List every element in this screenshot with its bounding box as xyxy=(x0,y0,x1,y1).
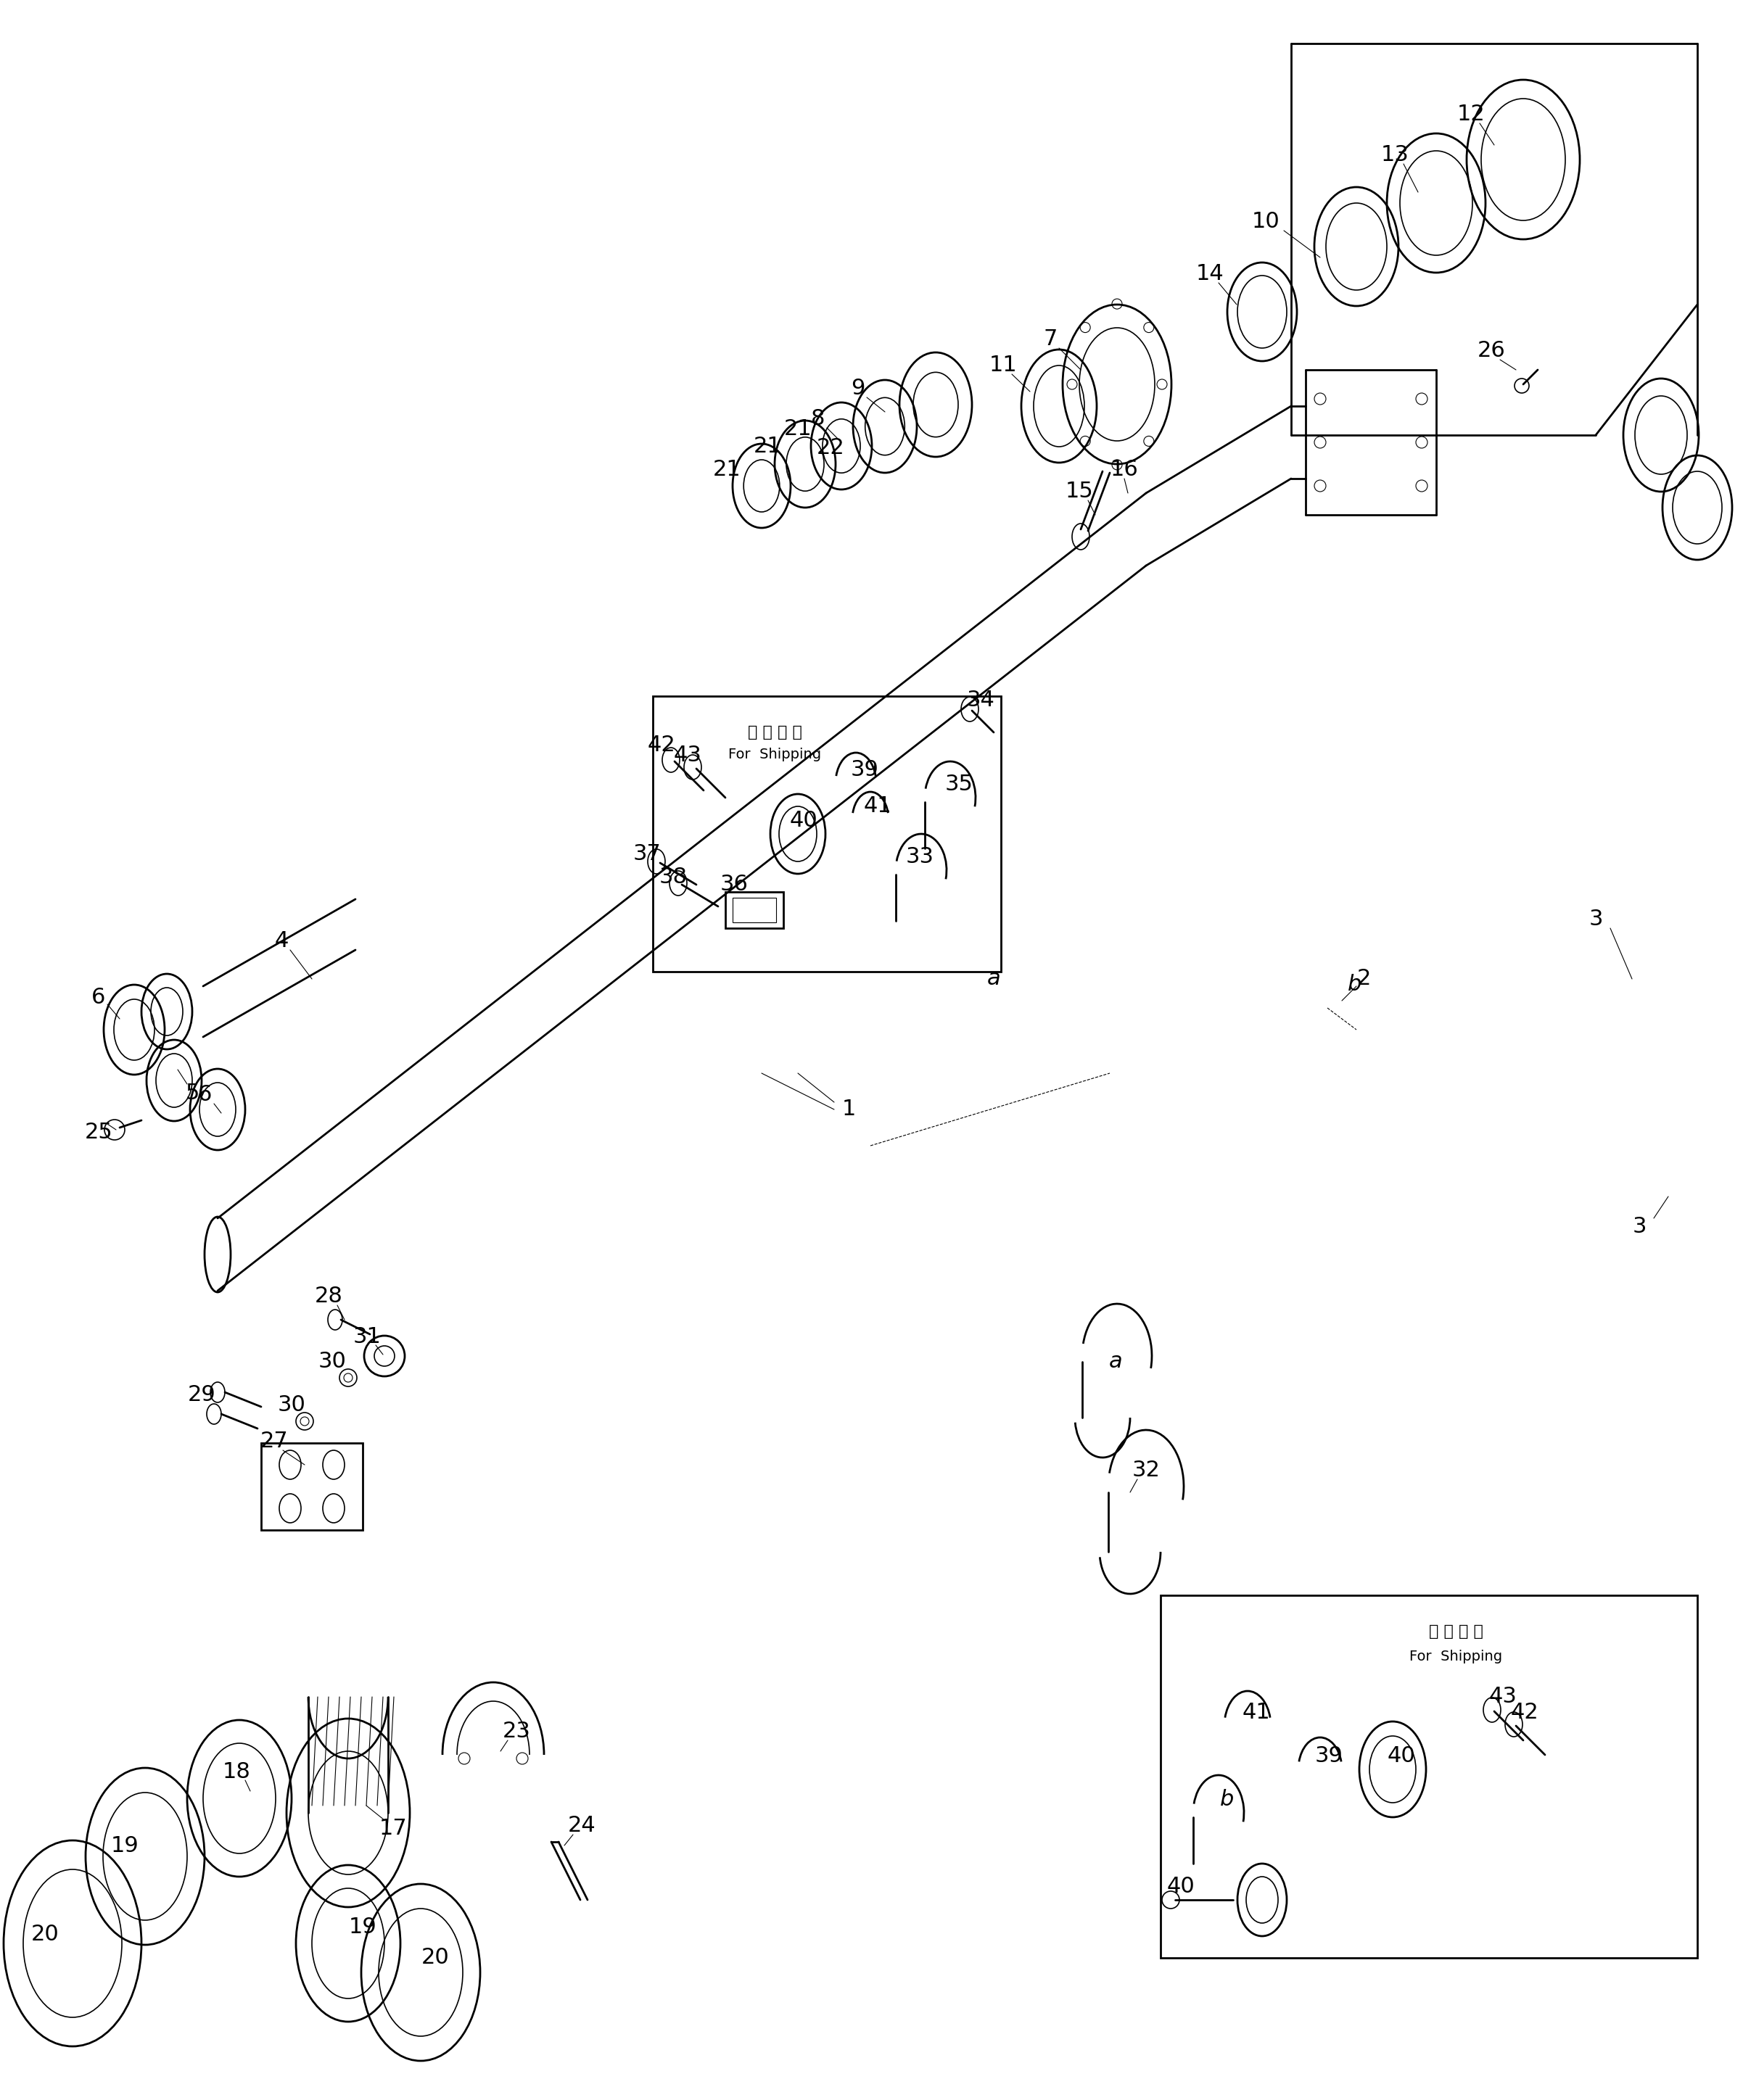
Text: For  Shipping: For Shipping xyxy=(1410,1651,1502,1663)
Text: 18: 18 xyxy=(223,1762,251,1783)
Text: 29: 29 xyxy=(188,1384,216,1405)
Text: 36: 36 xyxy=(720,874,748,895)
Text: b: b xyxy=(1220,1789,1234,1810)
Text: 16: 16 xyxy=(1110,460,1138,481)
Text: 6: 6 xyxy=(199,1084,213,1105)
Text: 26: 26 xyxy=(1478,340,1506,361)
Bar xyxy=(261,1443,363,1531)
Text: 22: 22 xyxy=(816,437,845,458)
Text: For  Shipping: For Shipping xyxy=(729,748,821,760)
Bar xyxy=(654,695,1000,972)
Text: 21: 21 xyxy=(713,460,741,481)
Text: 40: 40 xyxy=(1166,1875,1196,1896)
Text: 10: 10 xyxy=(1251,212,1279,233)
Text: 25: 25 xyxy=(85,1121,113,1142)
Text: 17: 17 xyxy=(378,1819,408,1840)
Text: 39: 39 xyxy=(851,760,878,781)
Text: 3: 3 xyxy=(1631,1216,1647,1237)
Text: 15: 15 xyxy=(1065,481,1093,502)
Text: 38: 38 xyxy=(659,867,687,888)
Bar xyxy=(1161,1596,1698,1957)
Text: 43: 43 xyxy=(1489,1686,1516,1707)
Text: 20: 20 xyxy=(422,1947,450,1968)
Text: 35: 35 xyxy=(945,775,973,796)
Text: 39: 39 xyxy=(1314,1745,1342,1766)
Text: a: a xyxy=(987,968,1000,989)
Text: 41: 41 xyxy=(863,796,892,817)
Text: 28: 28 xyxy=(314,1285,343,1306)
Text: 30: 30 xyxy=(277,1394,305,1415)
Text: 40: 40 xyxy=(790,811,817,832)
Text: 8: 8 xyxy=(810,410,824,430)
Text: 32: 32 xyxy=(1131,1459,1161,1480)
Text: 5: 5 xyxy=(185,1084,199,1105)
Text: 12: 12 xyxy=(1457,105,1485,126)
Text: 11: 11 xyxy=(988,355,1018,376)
Text: 42: 42 xyxy=(1511,1703,1539,1724)
Text: 30: 30 xyxy=(319,1350,347,1371)
Text: 21: 21 xyxy=(753,437,781,458)
Text: 2: 2 xyxy=(1356,968,1370,989)
Bar xyxy=(725,892,783,928)
Text: 運 搬 部 品: 運 搬 部 品 xyxy=(748,724,802,739)
Text: 14: 14 xyxy=(1196,265,1224,286)
Text: 7: 7 xyxy=(1044,330,1058,351)
Text: b: b xyxy=(1347,974,1361,995)
Text: 31: 31 xyxy=(352,1325,382,1346)
Text: 40: 40 xyxy=(1387,1745,1415,1766)
Text: 24: 24 xyxy=(568,1814,596,1835)
Text: 43: 43 xyxy=(673,746,702,766)
Text: 運 搬 部 品: 運 搬 部 品 xyxy=(1429,1623,1483,1638)
Text: 27: 27 xyxy=(260,1430,288,1451)
Text: 37: 37 xyxy=(633,844,661,865)
Text: 41: 41 xyxy=(1243,1703,1271,1724)
Text: 34: 34 xyxy=(967,691,995,712)
Text: 1: 1 xyxy=(842,1098,856,1119)
Text: 13: 13 xyxy=(1380,145,1408,166)
Text: 19: 19 xyxy=(112,1835,139,1856)
Text: a: a xyxy=(1109,1350,1122,1371)
Text: 19: 19 xyxy=(349,1917,376,1938)
Text: 33: 33 xyxy=(906,846,934,867)
Text: 42: 42 xyxy=(647,735,676,756)
Text: 23: 23 xyxy=(502,1722,530,1743)
Text: 3: 3 xyxy=(1588,909,1604,930)
Text: 9: 9 xyxy=(851,378,865,399)
Text: 21: 21 xyxy=(784,418,812,439)
Text: 20: 20 xyxy=(31,1924,59,1945)
Text: 6: 6 xyxy=(92,987,106,1008)
Text: 4: 4 xyxy=(274,930,288,951)
Bar xyxy=(732,897,776,922)
